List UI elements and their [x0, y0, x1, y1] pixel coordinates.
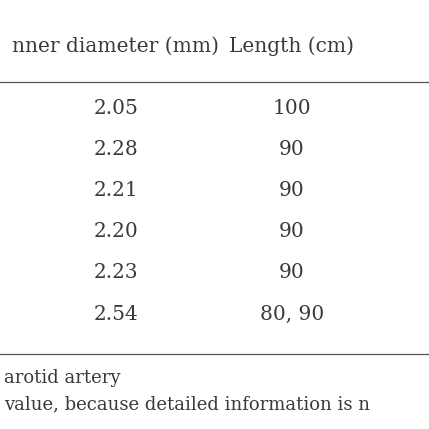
Text: 80, 90: 80, 90 — [260, 305, 324, 323]
Text: 2.54: 2.54 — [94, 305, 138, 323]
Text: 100: 100 — [272, 99, 311, 118]
Text: value, because detailed information is n: value, because detailed information is n — [4, 395, 370, 413]
Text: 2.05: 2.05 — [94, 99, 138, 118]
Text: 90: 90 — [279, 222, 305, 241]
Text: 2.28: 2.28 — [94, 140, 138, 159]
Text: nner diameter (mm): nner diameter (mm) — [12, 36, 219, 55]
Text: 2.20: 2.20 — [94, 222, 138, 241]
Text: 90: 90 — [279, 263, 305, 282]
Text: 2.21: 2.21 — [94, 181, 138, 200]
Text: arotid artery: arotid artery — [4, 369, 121, 387]
Text: 2.23: 2.23 — [94, 263, 138, 282]
Text: 90: 90 — [279, 181, 305, 200]
Text: Length (cm): Length (cm) — [229, 36, 354, 56]
Text: 90: 90 — [279, 140, 305, 159]
